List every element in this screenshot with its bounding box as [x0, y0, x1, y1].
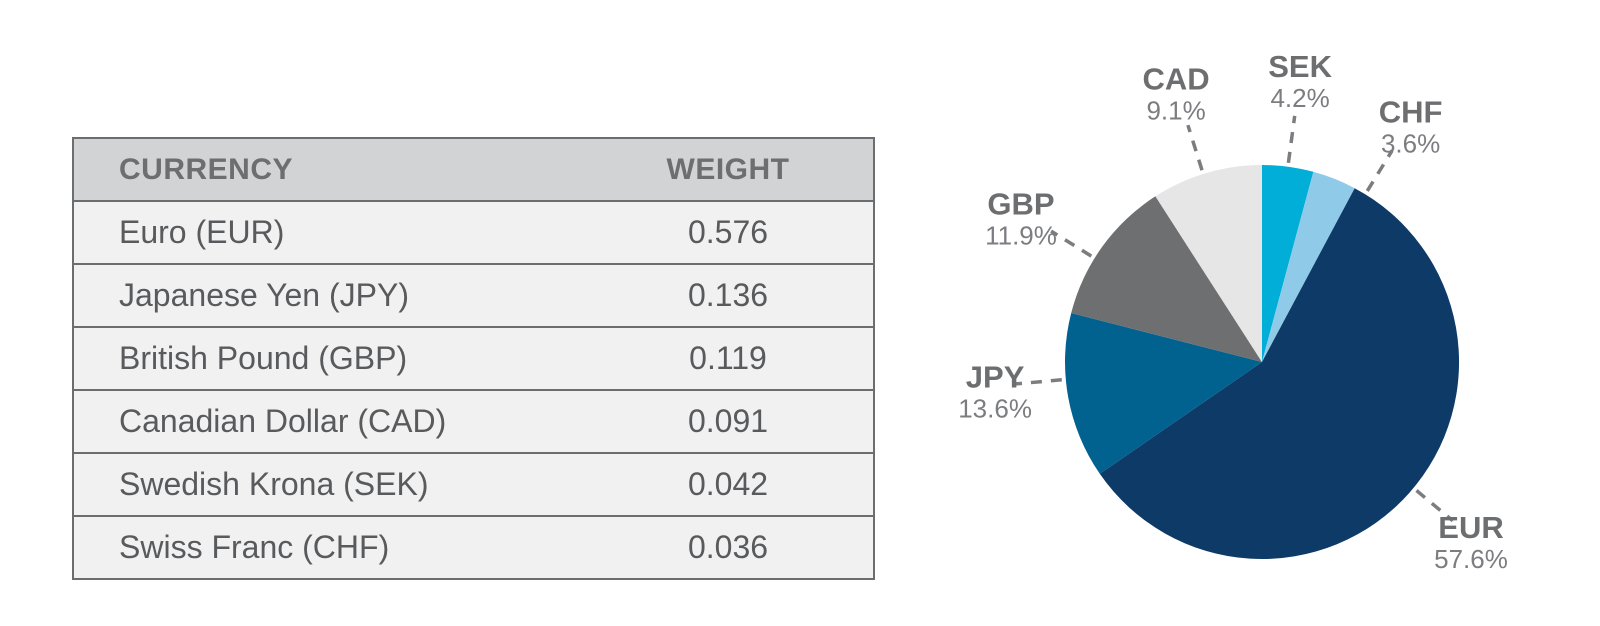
col-header-currency: CURRENCY: [73, 138, 592, 202]
currency-weights-table: CURRENCY WEIGHT Euro (EUR) 0.576 Japanese …: [72, 137, 875, 580]
leader-line-eur: [1415, 489, 1454, 523]
pie-label-chf-pct: 3.6%: [1381, 128, 1440, 158]
leader-line-cad: [1186, 124, 1204, 171]
leader-line-jpy: [1014, 378, 1062, 386]
pie-label-sek-pct: 4.2%: [1270, 83, 1329, 113]
weight-cell: 0.091: [592, 390, 874, 454]
pie-slice-chf: [1262, 171, 1355, 362]
table-body: Euro (EUR) 0.576 Japanese Yen (JPY) 0.136 Br…: [73, 201, 874, 580]
pie-label-jpy-pct: 13.6%: [958, 394, 1032, 424]
weight-cell: 0.136: [592, 264, 874, 328]
pie-slice-sek: [1262, 164, 1314, 362]
pie-slice-cad: [1155, 164, 1262, 362]
currency-cell: Swiss Franc (CHF): [73, 516, 592, 580]
table-row: Swiss Franc (CHF) 0.036: [73, 516, 874, 580]
table-row: Japanese Yen (JPY) 0.136: [73, 264, 874, 328]
currency-cell: Canadian Dollar (CAD): [73, 390, 592, 454]
weight-cell: 0.119: [592, 327, 874, 391]
pie-label-cad-pct: 9.1%: [1146, 96, 1205, 126]
currency-cell: Swedish Krona (SEK): [73, 453, 592, 517]
pie-slice-gbp: [1071, 196, 1262, 362]
weight-cell: 0.576: [592, 201, 874, 265]
pie-slice-eur: [1099, 188, 1460, 560]
currency-cell: British Pound (GBP): [73, 327, 592, 391]
col-header-weight: WEIGHT: [592, 138, 874, 202]
leader-line-gbp: [1050, 229, 1093, 258]
pie-label-gbp-pct: 11.9%: [985, 220, 1057, 250]
pie-label-eur-pct: 57.6%: [1434, 544, 1508, 574]
pie-label-jpy-code: JPY: [966, 360, 1025, 395]
table-header: CURRENCY WEIGHT: [73, 138, 874, 202]
pie-slices: [1065, 164, 1460, 560]
table-row: Euro (EUR) 0.576: [73, 201, 874, 265]
table-row: British Pound (GBP) 0.119: [73, 327, 874, 391]
table-row: Swedish Krona (SEK) 0.042: [73, 453, 874, 517]
pie-label-chf-code: CHF: [1379, 94, 1443, 129]
currency-cell: Japanese Yen (JPY): [73, 264, 592, 328]
pie-label-cad-code: CAD: [1143, 62, 1210, 97]
currency-cell: Euro (EUR): [73, 201, 592, 265]
leader-line-chf: [1365, 149, 1394, 192]
weight-cell: 0.042: [592, 453, 874, 517]
leader-line-sek: [1286, 115, 1297, 164]
pie-slice-jpy: [1065, 313, 1262, 474]
table-row: Canadian Dollar (CAD) 0.091: [73, 390, 874, 454]
pie-leader-lines: [1014, 115, 1454, 523]
table-header-row: CURRENCY WEIGHT: [73, 138, 874, 202]
pie-label-eur-code: EUR: [1438, 510, 1503, 545]
weight-cell: 0.036: [592, 516, 874, 580]
pie-label-sek-code: SEK: [1268, 49, 1332, 84]
pie-label-gbp-code: GBP: [987, 186, 1054, 221]
